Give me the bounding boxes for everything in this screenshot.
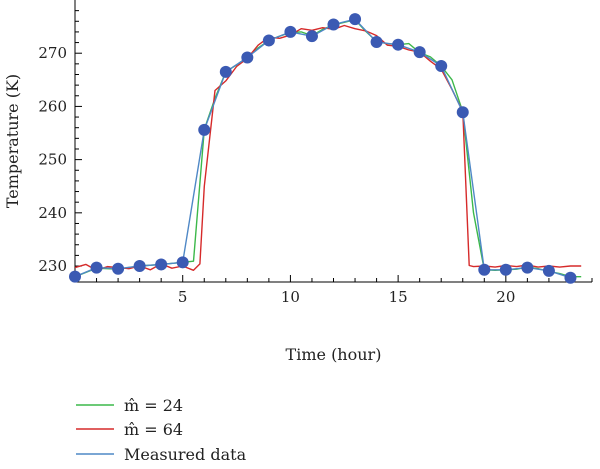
data-point (521, 261, 534, 274)
legend-label: m̂ = 24 (124, 396, 183, 415)
series-line-1 (74, 24, 582, 271)
x-tick-label: 15 (389, 288, 408, 306)
data-point (176, 256, 189, 269)
data-point (133, 260, 146, 273)
data-point (349, 13, 362, 26)
data-point (262, 34, 275, 47)
data-point (284, 25, 297, 38)
data-point (435, 59, 448, 72)
y-tick-label: 240 (38, 204, 67, 222)
data-point (327, 18, 340, 31)
data-point (499, 263, 512, 276)
y-axis-label: Temperature (K) (3, 74, 22, 208)
legend-label: m̂ = 64 (124, 420, 183, 439)
series-line-0 (74, 19, 582, 278)
data-point (69, 270, 81, 283)
data-point (90, 261, 103, 274)
data-point (456, 106, 469, 119)
x-tick-label: 20 (496, 288, 515, 306)
data-point (370, 36, 383, 49)
y-tick-label: 230 (38, 257, 67, 275)
x-axis-label: Time (hour) (286, 345, 382, 364)
data-point (219, 65, 232, 78)
data-point (564, 271, 577, 284)
data-point (542, 264, 555, 277)
series-line-2 (74, 18, 571, 279)
x-tick-label: 10 (281, 288, 300, 306)
data-point (305, 30, 318, 43)
series-layer (74, 18, 582, 279)
legend: m̂ = 24 m̂ = 64 Measured data (76, 396, 247, 464)
data-point (478, 263, 491, 276)
data-point (392, 38, 405, 51)
data-point (413, 46, 426, 59)
x-tick-label: 5 (178, 288, 188, 306)
data-point (198, 123, 211, 136)
y-tick-label: 250 (38, 151, 67, 169)
y-tick-label: 270 (38, 44, 67, 62)
data-point (112, 262, 125, 275)
y-tick-label: 260 (38, 97, 67, 115)
marker-layer (69, 13, 577, 284)
data-point (241, 51, 254, 64)
legend-label: Measured data (124, 445, 247, 464)
axes: 5 10 15 20 230 240 250 260 270 (38, 0, 593, 306)
data-point (155, 258, 168, 271)
